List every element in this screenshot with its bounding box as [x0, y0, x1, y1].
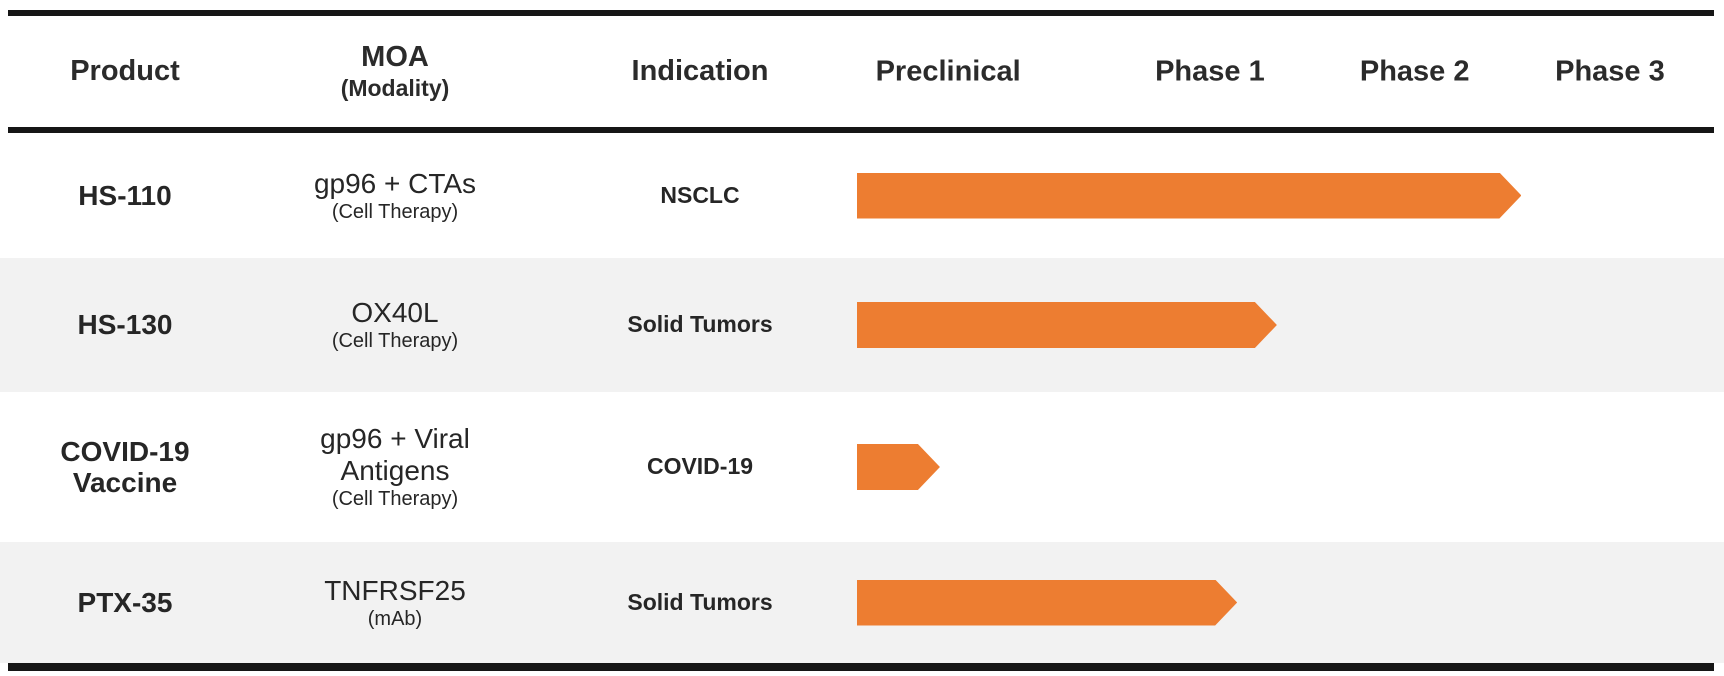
product-name: HS-130 — [77, 309, 173, 341]
indication-text: NSCLC — [660, 181, 740, 208]
header-phase-1: Phase 1 — [1155, 55, 1265, 87]
table-row-hs130: HS-130 OX40L (Cell Therapy) Solid Tumors — [0, 258, 1724, 392]
indication-cell: NSCLC — [540, 181, 860, 209]
modality-text: (Cell Therapy) — [331, 330, 459, 353]
moa-text: gp96 + CTAs — [313, 167, 477, 199]
modality-text: (mAb) — [367, 607, 423, 630]
product-cell: HS-130 — [0, 309, 250, 340]
timeline-cell — [860, 258, 1724, 392]
moa-cell: gp96 + Viral Antigens (Cell Therapy) — [250, 423, 540, 510]
indication-cell: Solid Tumors — [540, 311, 860, 338]
header-moa: MOA (Modality) — [250, 41, 540, 101]
indication-text: Solid Tumors — [627, 588, 773, 615]
header-moa-label: MOA — [361, 41, 429, 74]
table-row-hs110: HS-110 gp96 + CTAs (Cell Therapy) NSCLC — [0, 133, 1724, 258]
top-rule — [8, 10, 1714, 16]
moa-cell: TNFRSF25 (mAb) — [250, 575, 540, 631]
moa-cell: OX40L (Cell Therapy) — [250, 297, 540, 353]
progress-arrow-ptx35 — [857, 580, 1237, 626]
progress-arrow-hs130 — [857, 302, 1277, 348]
header-rule — [8, 127, 1714, 133]
header-phase-preclinical: Preclinical — [875, 55, 1021, 87]
table-row-covid19-vaccine: COVID-19 Vaccine gp96 + Viral Antigens (… — [0, 392, 1724, 542]
header-indication: Indication — [540, 55, 860, 87]
indication-cell: Solid Tumors — [540, 588, 860, 616]
product-cell: PTX-35 — [0, 587, 250, 618]
product-cell: HS-110 — [0, 180, 250, 211]
header-product-label: Product — [70, 55, 180, 88]
timeline-cell — [860, 542, 1724, 663]
indication-text: COVID-19 — [646, 453, 754, 480]
product-name: HS-110 — [78, 179, 172, 211]
indication-cell: COVID-19 — [540, 453, 860, 480]
progress-arrow-hs110 — [857, 173, 1521, 219]
header-phases: Preclinical Phase 1 Phase 2 Phase 3 — [860, 16, 1724, 127]
product-name: PTX-35 — [77, 586, 173, 618]
modality-text: (Cell Therapy) — [331, 200, 459, 223]
product-cell: COVID-19 Vaccine — [0, 436, 250, 499]
table-row-ptx35: PTX-35 TNFRSF25 (mAb) Solid Tumors — [0, 542, 1724, 663]
header-row: Product MOA (Modality) Indication Precli… — [0, 16, 1724, 127]
moa-text: TNFRSF25 — [324, 574, 466, 606]
progress-arrow-covid19 — [857, 444, 940, 490]
indication-text: Solid Tumors — [627, 311, 773, 338]
moa-text: gp96 + Viral Antigens — [320, 423, 470, 486]
header-phase-3: Phase 3 — [1555, 55, 1665, 87]
product-name: COVID-19 Vaccine — [60, 435, 190, 498]
header-modality-label: (Modality) — [340, 74, 450, 101]
timeline-cell — [860, 392, 1724, 542]
bottom-rule — [8, 663, 1714, 671]
header-indication-label: Indication — [631, 55, 769, 88]
timeline-cell — [860, 133, 1724, 258]
moa-text: OX40L — [351, 297, 439, 329]
header-product: Product — [0, 55, 250, 87]
moa-cell: gp96 + CTAs (Cell Therapy) — [250, 168, 540, 224]
header-phase-2: Phase 2 — [1359, 55, 1470, 87]
modality-text: (Cell Therapy) — [331, 488, 459, 511]
